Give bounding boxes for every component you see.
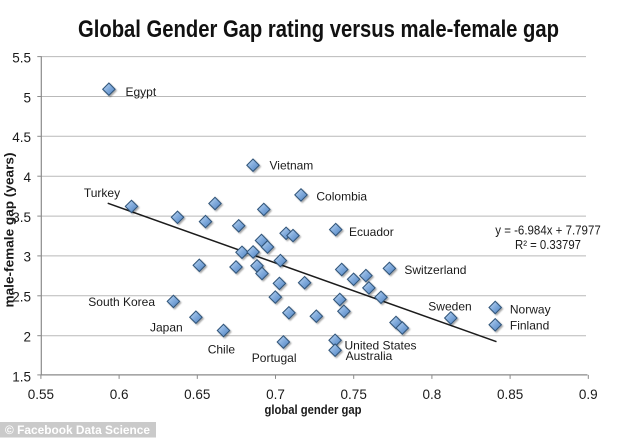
- svg-text:Egypt: Egypt: [126, 85, 157, 99]
- svg-text:Ecuador: Ecuador: [349, 225, 394, 239]
- svg-text:Global Gender Gap rating versu: Global Gender Gap rating versus male-fem…: [78, 16, 559, 43]
- svg-text:Colombia: Colombia: [316, 190, 367, 204]
- svg-text:4.5: 4.5: [12, 130, 31, 145]
- svg-text:0.65: 0.65: [184, 387, 210, 402]
- svg-text:Turkey: Turkey: [84, 186, 120, 200]
- svg-text:0.6: 0.6: [110, 387, 129, 402]
- svg-text:3: 3: [23, 250, 31, 265]
- svg-text:0.85: 0.85: [497, 387, 523, 402]
- svg-text:Japan: Japan: [150, 321, 183, 335]
- svg-text:Vietnam: Vietnam: [270, 158, 314, 172]
- svg-text:y = -6.984x + 7.7977: y = -6.984x + 7.7977: [495, 223, 601, 238]
- svg-text:Portugal: Portugal: [252, 351, 297, 365]
- svg-text:5.5: 5.5: [12, 50, 31, 65]
- svg-text:0.7: 0.7: [266, 387, 285, 402]
- svg-text:South Korea: South Korea: [88, 295, 155, 309]
- svg-text:1.5: 1.5: [12, 369, 31, 384]
- svg-text:United States: United States: [345, 339, 417, 353]
- svg-text:3.5: 3.5: [12, 210, 31, 225]
- svg-text:global gender gap: global gender gap: [265, 402, 362, 417]
- svg-text:0.9: 0.9: [579, 387, 598, 402]
- svg-text:Australia: Australia: [346, 349, 393, 363]
- svg-text:0.8: 0.8: [423, 387, 442, 402]
- svg-text:5: 5: [23, 90, 31, 105]
- svg-text:0.75: 0.75: [341, 387, 367, 402]
- svg-text:Finland: Finland: [510, 319, 549, 333]
- svg-text:0.55: 0.55: [28, 387, 54, 402]
- svg-text:Norway: Norway: [510, 303, 551, 317]
- svg-text:male-female gap (years): male-female gap (years): [2, 153, 17, 308]
- svg-text:Chile: Chile: [208, 343, 236, 357]
- svg-text:© Facebook Data Science: © Facebook Data Science: [5, 423, 150, 437]
- svg-text:R² = 0.33797: R² = 0.33797: [515, 237, 581, 252]
- svg-text:2.5: 2.5: [12, 290, 31, 305]
- svg-text:4: 4: [23, 170, 31, 185]
- svg-text:Sweden: Sweden: [428, 300, 471, 314]
- svg-text:2: 2: [23, 330, 31, 345]
- svg-text:Switzerland: Switzerland: [404, 263, 466, 277]
